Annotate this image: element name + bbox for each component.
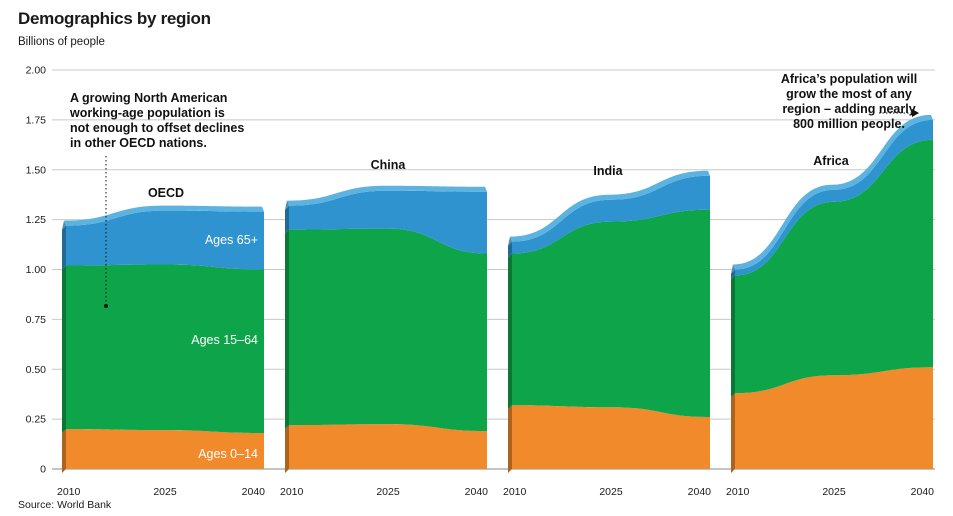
x-tick-label: 2040 <box>688 486 712 498</box>
series-label: Ages 65+ <box>205 233 258 247</box>
series-label: Ages 15–64 <box>191 333 258 347</box>
x-tick-label: 2040 <box>911 486 935 498</box>
annotation-dot <box>104 304 108 308</box>
x-tick-label: 2010 <box>726 486 750 498</box>
y-tick-label: 1.75 <box>26 114 47 126</box>
y-tick-label: 0.75 <box>26 314 47 326</box>
area-side-ages-15-64 <box>731 275 735 398</box>
panel-africa: 2010 2025 2040 <box>726 114 935 498</box>
annotation-text: A growing North American working-age popu… <box>69 91 244 150</box>
area-ages-0-14 <box>735 367 933 469</box>
region-label: India <box>593 164 623 178</box>
annotation-arrowhead <box>912 109 919 117</box>
area-top-edge <box>733 114 933 270</box>
area-side-ages-65-plus <box>508 241 512 258</box>
area-ages-65-plus <box>289 190 487 254</box>
area-top-edge <box>287 185 487 206</box>
area-top-corner <box>731 264 735 274</box>
chart-subtitle: Billions of people <box>18 36 105 48</box>
area-ages-0-14 <box>289 424 487 469</box>
area-top-corner <box>62 220 66 230</box>
area-side-ages-0-14 <box>62 429 66 473</box>
x-tick-label: 2025 <box>376 486 400 498</box>
y-tick-label: 1.25 <box>26 214 47 226</box>
area-top-corner <box>285 200 289 210</box>
chart-source: Source: World Bank <box>18 499 112 511</box>
region-label: Africa <box>813 154 849 168</box>
panel-oecd: 2010 2025 2040 <box>57 205 266 498</box>
chart-title: Demographics by region <box>18 9 211 28</box>
panel-china: 2010 2025 2040 <box>280 185 489 498</box>
area-side-ages-65-plus <box>731 269 735 280</box>
area-ages-65-plus <box>512 175 710 254</box>
x-tick-label: 2040 <box>242 486 266 498</box>
area-top-edge <box>510 170 710 242</box>
x-tick-label: 2010 <box>280 486 304 498</box>
area-side-ages-65-plus <box>285 205 289 234</box>
area-ages-15-64 <box>289 228 487 432</box>
area-ages-15-64 <box>735 139 933 394</box>
area-ages-15-64 <box>512 209 710 418</box>
panel-india: 2010 2025 2040 <box>503 170 712 498</box>
area-top-corner <box>508 236 512 246</box>
y-tick-label: 0 <box>40 464 46 476</box>
x-tick-label: 2040 <box>465 486 489 498</box>
area-ages-65-plus <box>735 119 933 276</box>
area-side-ages-65-plus <box>62 225 66 270</box>
area-side-ages-0-14 <box>508 405 512 473</box>
area-ages-0-14 <box>512 405 710 469</box>
y-tick-label: 0.25 <box>26 414 47 426</box>
area-side-ages-0-14 <box>285 425 289 473</box>
area-side-ages-15-64 <box>285 229 289 430</box>
area-ages-65-plus <box>66 210 264 270</box>
area-side-ages-15-64 <box>62 265 66 434</box>
y-tick-label: 1.00 <box>26 264 47 276</box>
region-label: China <box>371 158 407 172</box>
x-tick-label: 2025 <box>599 486 623 498</box>
y-tick-label: 0.50 <box>26 364 47 376</box>
area-side-ages-0-14 <box>731 393 735 473</box>
x-tick-label: 2025 <box>822 486 846 498</box>
y-tick-label: 2.00 <box>26 65 47 77</box>
x-tick-label: 2010 <box>57 486 81 498</box>
x-tick-label: 2010 <box>503 486 527 498</box>
area-side-ages-15-64 <box>508 253 512 410</box>
area-top-edge <box>64 205 264 226</box>
y-tick-label: 1.50 <box>26 164 47 176</box>
x-tick-label: 2025 <box>153 486 177 498</box>
annotation-text: Africa’s population will grow the most of… <box>781 72 917 131</box>
series-label: Ages 0–14 <box>198 447 258 461</box>
area-ages-0-14 <box>66 429 264 469</box>
region-label: OECD <box>148 186 184 200</box>
area-ages-15-64 <box>66 264 264 434</box>
